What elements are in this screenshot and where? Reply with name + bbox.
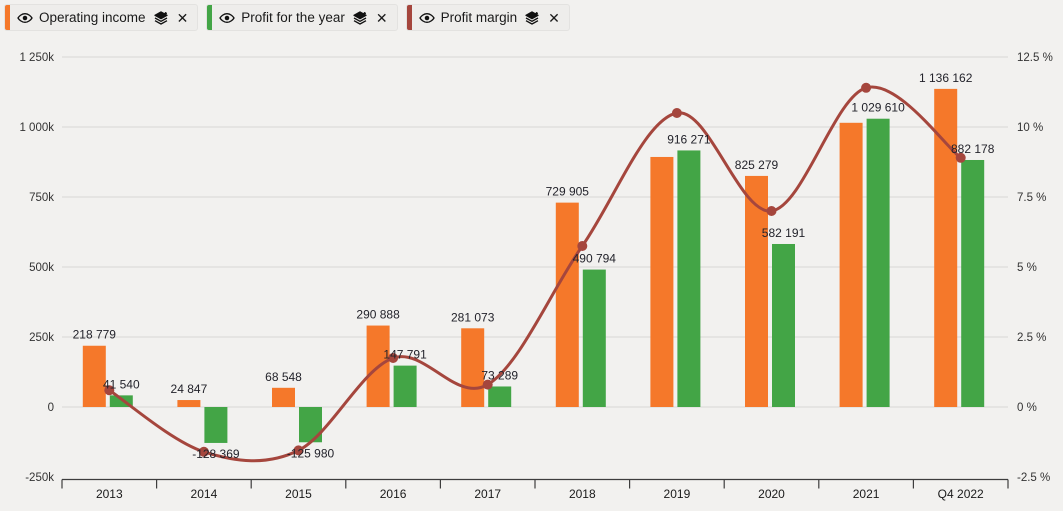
bar-value-label: 1 029 610 xyxy=(851,101,905,115)
legend-label: Profit margin xyxy=(440,10,518,25)
visibility-eye-icon[interactable] xyxy=(418,10,435,26)
legend-label: Operating income xyxy=(39,10,146,25)
profit-margin-point-2018[interactable] xyxy=(577,241,588,251)
profit-bar-2014[interactable] xyxy=(204,407,228,443)
left-axis-tick-label: 1 250k xyxy=(19,52,54,64)
operating-income-bar-2015[interactable] xyxy=(272,387,295,407)
left-axis-tick-label: 0 xyxy=(48,402,54,414)
bar-value-label: 24 847 xyxy=(171,382,208,396)
bar-value-label: 218 779 xyxy=(73,328,117,342)
operating-income-bar-2019[interactable] xyxy=(650,156,674,407)
profit-bar-2021[interactable] xyxy=(866,118,890,407)
right-axis-tick-label: 2.5 % xyxy=(1017,332,1046,344)
series-color-strip xyxy=(207,5,213,30)
bar-value-label: 281 073 xyxy=(451,310,495,324)
bar-value-label: 729 905 xyxy=(546,185,590,199)
series-color-strip xyxy=(5,5,10,30)
legend-chip-profit-for-the-year[interactable]: Profit for the year ✕ xyxy=(206,4,398,31)
x-axis-category-label[interactable]: 2017 xyxy=(474,487,501,501)
legend-chip-profit-margin[interactable]: Profit margin ✕ xyxy=(405,4,570,31)
x-axis-category-label[interactable]: 2016 xyxy=(380,487,407,501)
bar-value-label: 916 271 xyxy=(667,132,711,146)
legend: Operating income ✕ Profit for the year ✕… xyxy=(4,4,570,31)
bar-value-label: 147 791 xyxy=(383,348,427,362)
legend-chip-operating-income[interactable]: Operating income ✕ xyxy=(4,4,199,31)
profit-margin-point-2014[interactable] xyxy=(198,446,209,457)
profit-margin-point-2013[interactable] xyxy=(104,385,115,396)
operating-income-bar-2021[interactable] xyxy=(839,122,863,408)
bar-value-label: 825 279 xyxy=(735,158,779,172)
x-axis-category-label[interactable]: 2014 xyxy=(191,487,218,501)
visibility-eye-icon[interactable] xyxy=(219,10,236,26)
x-axis-category-label[interactable]: 2015 xyxy=(285,487,312,501)
bar-value-label: 68 548 xyxy=(265,370,302,384)
layers-icon[interactable] xyxy=(524,10,540,26)
bar-value-label: 290 888 xyxy=(356,308,400,322)
profit-bar-2018[interactable] xyxy=(582,269,606,407)
operating-income-bar-2020[interactable] xyxy=(745,175,768,407)
x-axis-category-label[interactable]: 2018 xyxy=(569,487,596,501)
bar-value-label: -125 980 xyxy=(287,446,335,460)
layers-icon[interactable] xyxy=(352,10,368,26)
layers-icon[interactable] xyxy=(153,10,169,26)
profit-bar-2019[interactable] xyxy=(677,150,701,407)
series-color-strip xyxy=(406,5,412,30)
x-axis-category-label[interactable]: 2021 xyxy=(853,487,880,501)
close-icon[interactable]: ✕ xyxy=(375,9,388,26)
x-axis-category-label[interactable]: 2013 xyxy=(96,487,123,501)
close-icon[interactable]: ✕ xyxy=(548,9,560,26)
operating-income-bar-Q4 2022[interactable] xyxy=(934,88,958,408)
profit-margin-line xyxy=(108,85,962,463)
profit-margin-point-2021[interactable] xyxy=(861,82,872,93)
right-axis-tick-label: 10 % xyxy=(1017,122,1043,134)
x-axis-category-label[interactable]: 2019 xyxy=(664,487,691,501)
x-axis-category-label[interactable]: Q4 2022 xyxy=(938,487,984,501)
left-axis-tick-label: 1 000k xyxy=(19,122,54,134)
profit-margin-point-2019[interactable] xyxy=(671,108,682,118)
left-axis-tick-label: 250k xyxy=(29,332,54,344)
operating-income-bar-2018[interactable] xyxy=(555,202,579,407)
left-axis-tick-label: 750k xyxy=(29,192,54,204)
profit-bar-2015[interactable] xyxy=(299,407,322,443)
right-axis-tick-label: 5 % xyxy=(1017,262,1037,274)
profit-bar-2017[interactable] xyxy=(488,386,512,407)
x-axis-category-label[interactable]: 2020 xyxy=(758,487,785,501)
profit-margin-point-2017[interactable] xyxy=(482,379,493,390)
profit-margin-point-2015[interactable] xyxy=(293,445,304,456)
bar-value-label: 882 178 xyxy=(951,142,995,156)
profit-margin-point-Q4 2022[interactable] xyxy=(955,152,966,163)
profit-margin-point-2020[interactable] xyxy=(766,206,777,216)
right-axis-tick-label: 0 % xyxy=(1017,402,1037,414)
bar-value-label: 582 191 xyxy=(762,226,806,240)
left-axis-tick-label: 500k xyxy=(29,262,54,274)
profit-bar-2016[interactable] xyxy=(393,365,417,407)
bar-value-label: 73 289 xyxy=(481,368,518,382)
left-axis-tick-label: -250k xyxy=(25,472,54,484)
operating-income-bar-2013[interactable] xyxy=(82,345,106,407)
profit-bar-2020[interactable] xyxy=(772,243,795,407)
bar-value-label: 490 794 xyxy=(573,252,617,266)
bar-value-label: 1 136 162 xyxy=(919,71,973,85)
legend-label: Profit for the year xyxy=(241,10,345,25)
profit-bar-2013[interactable] xyxy=(109,395,133,407)
profit-margin-point-2016[interactable] xyxy=(388,353,399,363)
operating-income-bar-2014[interactable] xyxy=(177,400,201,407)
bar-value-label: -128 369 xyxy=(192,447,240,461)
bar-value-label: 41 540 xyxy=(103,377,140,391)
right-axis-tick-label: 12.5 % xyxy=(1017,52,1053,64)
visibility-eye-icon[interactable] xyxy=(17,10,33,26)
close-icon[interactable]: ✕ xyxy=(176,9,189,26)
right-axis-tick-label: -2.5 % xyxy=(1017,472,1050,484)
right-axis-tick-label: 7.5 % xyxy=(1017,192,1046,204)
profit-bar-Q4 2022[interactable] xyxy=(961,159,985,407)
